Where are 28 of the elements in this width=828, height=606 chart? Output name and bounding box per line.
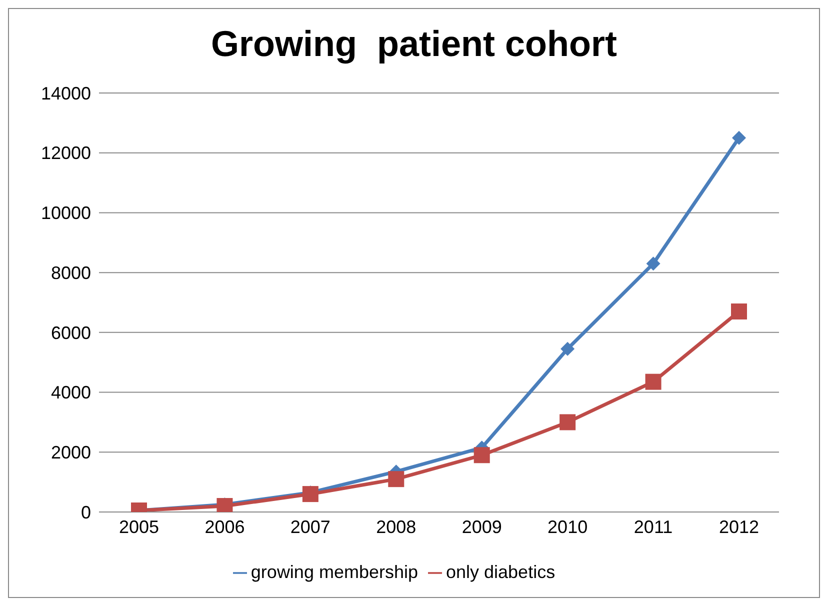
point bbox=[732, 130, 746, 145]
x-tick-label: 2005 bbox=[118, 516, 160, 537]
legend-label: growing membership bbox=[250, 562, 418, 582]
x-tick-label: 2010 bbox=[548, 516, 588, 537]
x-tick-label: 2011 bbox=[634, 516, 673, 537]
x-tick-label: 2007 bbox=[290, 516, 330, 537]
x-tick-label: 2012 bbox=[718, 516, 760, 537]
x-tick-label: 2008 bbox=[376, 516, 416, 537]
x-tick-label: 2009 bbox=[462, 516, 502, 537]
y-tick-label: 0 bbox=[80, 502, 91, 522]
point bbox=[646, 256, 660, 271]
chart-title: Growing patient cohort bbox=[210, 23, 618, 66]
point bbox=[560, 414, 576, 430]
point bbox=[645, 374, 662, 390]
point bbox=[731, 303, 747, 320]
y-tick-label: 8000 bbox=[50, 262, 91, 283]
x-tick-label: 2006 bbox=[204, 516, 245, 537]
y-tick-label: 12000 bbox=[40, 143, 91, 164]
legend-label: only diabetics bbox=[446, 562, 556, 582]
y-tick-label: 6000 bbox=[50, 322, 91, 343]
point bbox=[388, 471, 404, 488]
point bbox=[474, 447, 490, 464]
y-tick-label: 4000 bbox=[50, 382, 91, 403]
y-tick-label: 10000 bbox=[40, 203, 91, 224]
y-tick-label: 14000 bbox=[40, 83, 91, 104]
point bbox=[302, 486, 318, 502]
y-tick-label: 2000 bbox=[50, 442, 91, 463]
point bbox=[560, 342, 575, 356]
